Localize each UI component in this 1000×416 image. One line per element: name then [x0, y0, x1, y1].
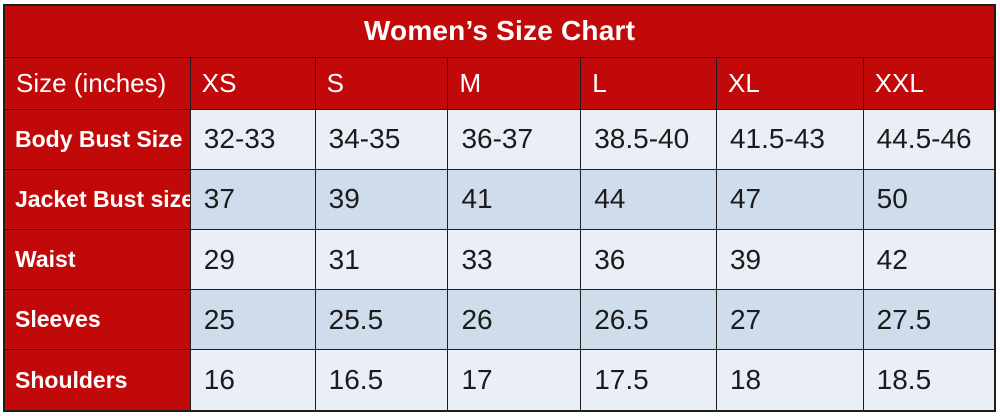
col-header-xs: XS [189, 56, 316, 110]
size-value-cell: 33 [447, 228, 582, 291]
row-label-body-bust-size: Body Bust Size [3, 108, 191, 170]
size-value-cell: 29 [189, 228, 316, 291]
size-chart-table: Women’s Size Chart Size (inches) XS S M … [3, 4, 996, 412]
size-value-cell: 18 [715, 349, 864, 412]
size-value-cell: 41.5-43 [715, 108, 864, 170]
col-header-xxl: XXL [862, 56, 996, 110]
table-row-body-bust-size: Body Bust Size 32-33 34-35 36-37 38.5-40… [3, 108, 996, 170]
size-value-cell: 31 [314, 228, 449, 291]
size-value-cell: 17 [447, 349, 582, 412]
size-value-cell: 36-37 [447, 108, 582, 170]
size-value-cell: 47 [715, 168, 864, 230]
size-value-cell: 26 [447, 289, 582, 351]
size-value-cell: 26.5 [580, 289, 717, 351]
row-label-waist: Waist [3, 228, 191, 291]
size-value-cell: 32-33 [189, 108, 316, 170]
size-value-cell: 37 [189, 168, 316, 230]
size-value-cell: 44 [580, 168, 717, 230]
row-label-sleeves: Sleeves [3, 289, 191, 351]
col-header-xl: XL [715, 56, 864, 110]
size-value-cell: 17.5 [580, 349, 717, 412]
size-value-cell: 39 [715, 228, 864, 291]
row-label-shoulders: Shoulders [3, 349, 191, 412]
row-label-jacket-bust-size: Jacket Bust size [3, 168, 191, 230]
table-row-waist: Waist 29 31 33 36 39 42 [3, 228, 996, 291]
table-row-jacket-bust-size: Jacket Bust size 37 39 41 44 47 50 [3, 168, 996, 230]
title-row: Women’s Size Chart [3, 4, 996, 58]
size-value-cell: 50 [862, 168, 996, 230]
col-header-l: L [580, 56, 717, 110]
size-value-cell: 27 [715, 289, 864, 351]
size-value-cell: 34-35 [314, 108, 449, 170]
size-value-cell: 41 [447, 168, 582, 230]
size-value-cell: 42 [862, 228, 996, 291]
size-value-cell: 16 [189, 349, 316, 412]
table-row-sleeves: Sleeves 25 25.5 26 26.5 27 27.5 [3, 289, 996, 351]
col-header-s: S [314, 56, 449, 110]
col-header-m: M [447, 56, 582, 110]
size-value-cell: 39 [314, 168, 449, 230]
size-value-cell: 16.5 [314, 349, 449, 412]
corner-header-size-inches: Size (inches) [3, 56, 191, 110]
size-value-cell: 38.5-40 [580, 108, 717, 170]
size-value-cell: 27.5 [862, 289, 996, 351]
size-value-cell: 36 [580, 228, 717, 291]
table-row-shoulders: Shoulders 16 16.5 17 17.5 18 18.5 [3, 349, 996, 412]
chart-title: Women’s Size Chart [3, 4, 996, 58]
size-value-cell: 18.5 [862, 349, 996, 412]
size-value-cell: 25 [189, 289, 316, 351]
size-value-cell: 25.5 [314, 289, 449, 351]
column-header-row: Size (inches) XS S M L XL XXL [3, 56, 996, 110]
size-value-cell: 44.5-46 [862, 108, 996, 170]
